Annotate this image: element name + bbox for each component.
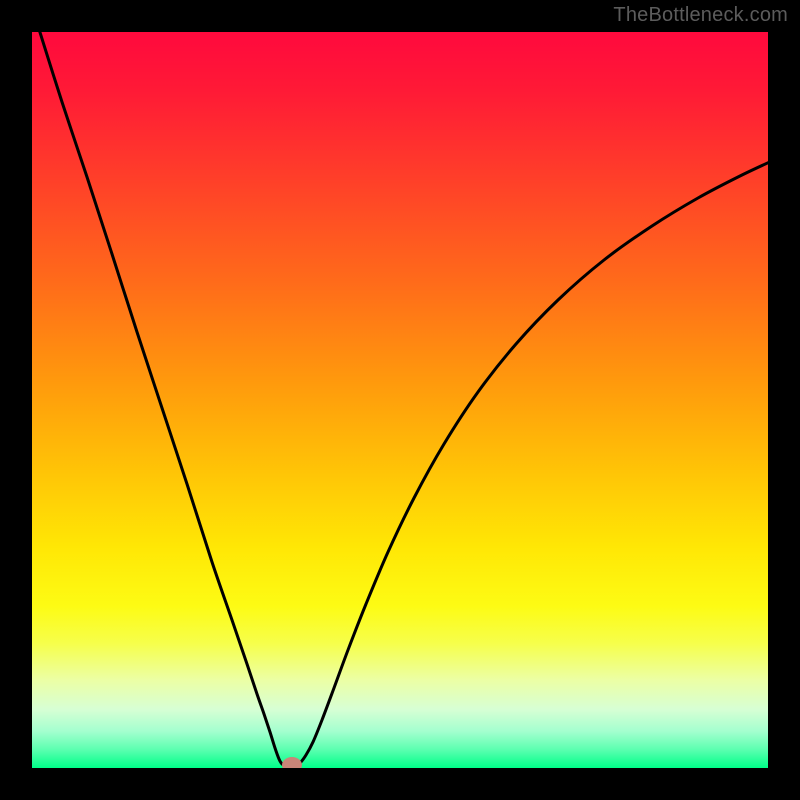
watermark-text: TheBottleneck.com xyxy=(613,4,788,27)
bottleneck-chart-svg xyxy=(0,0,800,800)
plot-background-gradient xyxy=(32,32,768,768)
chart-container: TheBottleneck.com xyxy=(0,0,800,800)
